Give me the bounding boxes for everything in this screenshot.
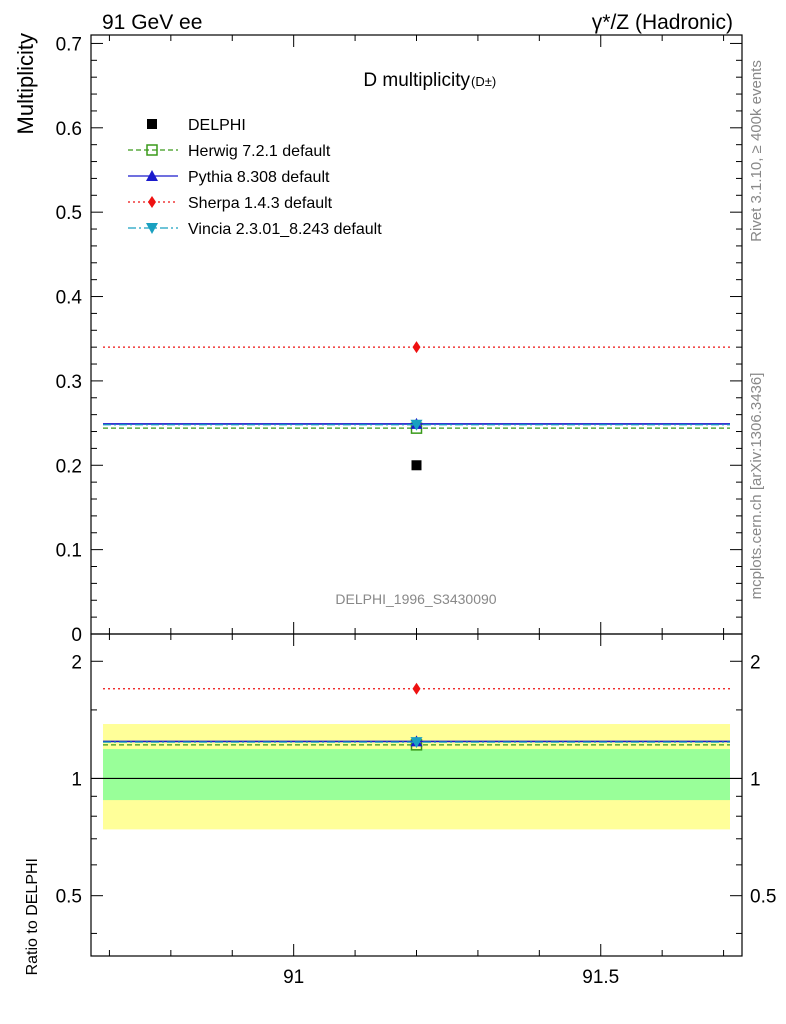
ratio-series-group (103, 682, 730, 751)
ratio-y-tick-labels: 0.5 0.5 1 1 2 2 (56, 652, 777, 907)
ratio-band-inner (103, 749, 730, 801)
ratio-y-axis-label: Ratio to DELPHI (24, 858, 41, 975)
ratio-y-tick-label-right: 0.5 (750, 887, 776, 908)
main-y-tick-label: 0.5 (56, 203, 82, 224)
main-y-tick-label: 0.4 (56, 288, 83, 309)
x-tick-label: 91 (283, 967, 304, 988)
legend-label-herwig: Herwig 7.2.1 default (188, 143, 331, 160)
analysis-watermark: DELPHI_1996_S3430090 (335, 591, 496, 607)
rivet-version-label: Rivet 3.1.10, ≥ 400k events (748, 60, 765, 242)
main-y-tick-label: 0.6 (56, 119, 82, 140)
ratio-y-tick-label-right: 1 (750, 769, 761, 790)
main-y-tick-label: 0.1 (56, 541, 82, 562)
ratio-x-tick-labels: 91 91.5 (283, 967, 619, 988)
legend-marker-herwig (146, 144, 158, 156)
vincia-ratio-marker (410, 737, 423, 749)
legend-label-vincia: Vincia 2.3.01_8.243 default (188, 221, 382, 238)
ratio-frame (90, 633, 743, 957)
legend-marker-sherpa (148, 196, 156, 208)
chart-title: D multiplicity (363, 70, 470, 91)
vincia-prediction-marker (410, 419, 423, 431)
mcplots-label: mcplots.cern.ch [arXiv:1306.3436] (748, 373, 765, 600)
legend-label-sherpa: Sherpa 1.4.3 default (188, 195, 333, 212)
legend: DELPHI Herwig 7.2.1 default Pythia 8.308 d… (128, 117, 382, 238)
main-y-tick-label: 0.7 (56, 34, 82, 55)
sherpa-ratio-marker (412, 682, 421, 695)
main-y-tick-label: 0.2 (56, 456, 82, 477)
main-series-group (103, 341, 730, 471)
ratio-y-tick-label: 1 (71, 769, 82, 790)
delphi-data-point (411, 460, 422, 471)
legend-marker-delphi (147, 119, 157, 129)
ratio-y-tick-label-right: 2 (750, 652, 761, 673)
ratio-axis-ticks (91, 634, 742, 956)
main-y-axis-label: Multiplicity (13, 33, 38, 134)
legend-label-pythia: Pythia 8.308 default (188, 169, 330, 186)
main-panel: 0 0.1 0.2 0.3 0.4 0.5 0.6 0.7 DELPHI_1996_S3430… (56, 34, 743, 646)
legend-marker-vincia (146, 223, 158, 234)
legend-label-data: DELPHI (188, 117, 246, 134)
main-axis-ticks (91, 35, 742, 635)
main-y-tick-label: 0 (71, 625, 82, 646)
header-right: γ*/Z (Hadronic) (592, 11, 733, 34)
chart-title-subscript: (D±) (471, 74, 496, 89)
header-left: 91 GeV ee (102, 11, 202, 34)
main-y-tick-labels: 0 0.1 0.2 0.3 0.4 0.5 0.6 0.7 (56, 34, 83, 646)
sherpa-prediction-marker (412, 341, 421, 354)
ratio-y-tick-label: 0.5 (56, 887, 82, 908)
ratio-panel: 0.5 0.5 1 1 2 2 91 91.5 (56, 633, 777, 988)
main-y-tick-label: 0.3 (56, 372, 82, 393)
legend-marker-pythia (146, 170, 158, 181)
ratio-y-tick-label: 2 (71, 652, 82, 673)
x-tick-label: 91.5 (582, 967, 619, 988)
